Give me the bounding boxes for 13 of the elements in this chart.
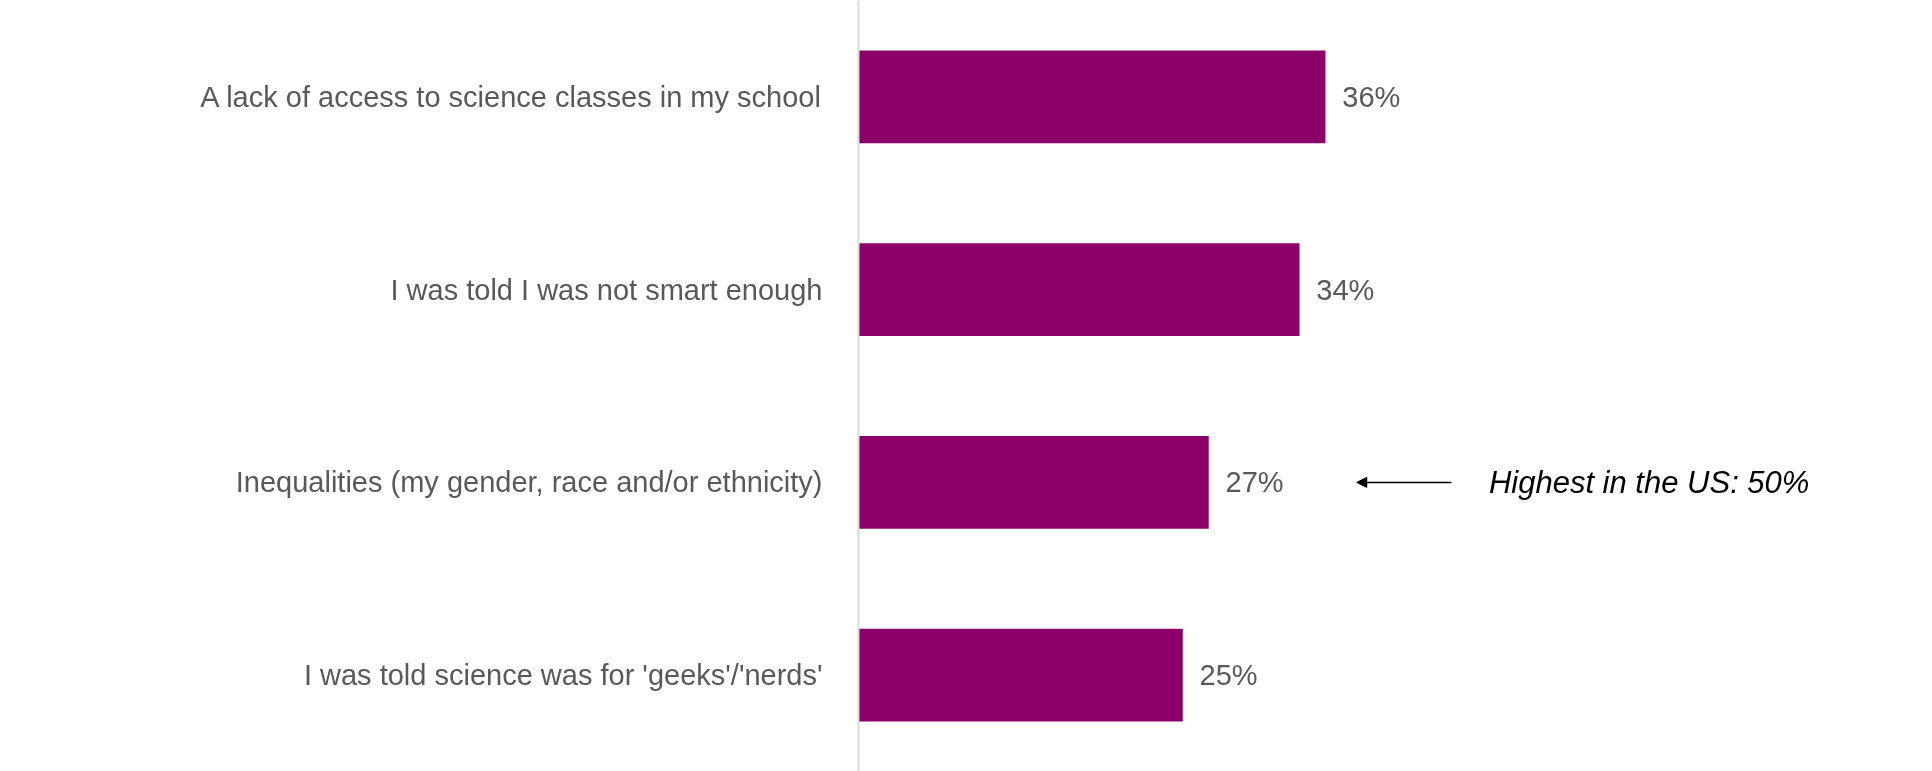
bar <box>858 628 1183 722</box>
bar <box>858 243 1300 336</box>
y-tick-label: A lack of access to science classes in my school <box>200 80 821 113</box>
data-label: 34% <box>1316 273 1375 306</box>
y-tick-label: Inequalities (my gender, race and/or ethnicity) <box>235 466 823 499</box>
data-label: 25% <box>1199 659 1258 692</box>
bar <box>858 436 1209 529</box>
data-label: 27% <box>1225 466 1284 499</box>
text: Highest in the US: 50% <box>1488 464 1810 500</box>
bar <box>858 50 1326 144</box>
data-label: 36% <box>1342 80 1401 113</box>
y-tick-label: I was told science was for 'geeks'/'nerds' <box>303 659 823 692</box>
y-tick-label: I was told I was not smart enough <box>390 273 823 306</box>
